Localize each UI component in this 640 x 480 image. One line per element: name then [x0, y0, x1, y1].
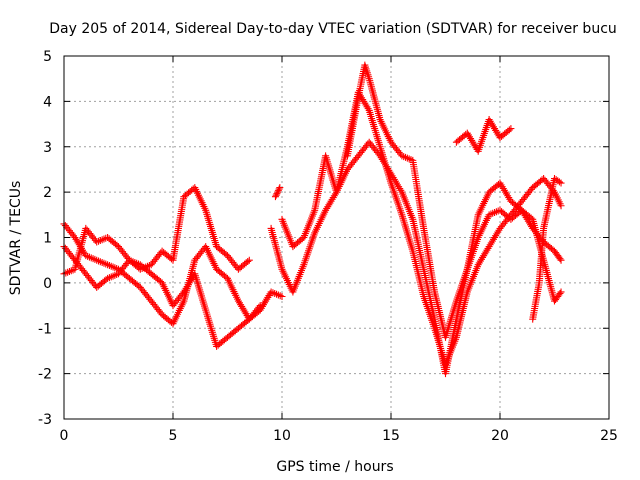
y-tick-label: 3 [43, 140, 52, 156]
plot-frame [63, 55, 610, 420]
data-point [256, 302, 264, 310]
data-point [113, 241, 121, 249]
x-axis-label: GPS time / hours [276, 459, 393, 475]
data-point [556, 289, 564, 297]
x-tick-label: 5 [169, 428, 178, 444]
series-trace-c [60, 184, 253, 291]
y-axis-label: SDTVAR / TECUs [8, 181, 24, 296]
data-point [555, 178, 563, 186]
x-tick-label: 10 [273, 428, 291, 444]
series-trace-a [60, 220, 286, 328]
grid [64, 56, 609, 419]
y-tick-label: 4 [43, 94, 52, 110]
data-point [557, 179, 565, 187]
chart-title: Day 205 of 2014, Sidereal Day-to-day VTE… [49, 21, 617, 37]
data-point [179, 290, 187, 298]
data-point [244, 257, 252, 265]
data-point [135, 282, 143, 290]
series-trace-i [271, 184, 284, 201]
y-tick-label: 5 [43, 49, 52, 65]
data-point [556, 255, 564, 263]
y-tick-label: 1 [43, 231, 52, 247]
x-tick-label: 0 [60, 428, 69, 444]
series-trace-g [452, 116, 515, 155]
data-point [557, 202, 565, 210]
y-tick-label: -2 [38, 367, 52, 383]
x-tick-label: 25 [600, 428, 618, 444]
series-trace-f [343, 61, 565, 341]
data-point [245, 256, 253, 264]
data-point [244, 316, 252, 324]
data-point [274, 187, 282, 195]
data-point [527, 185, 535, 193]
data-point [278, 292, 286, 300]
y-tick-label: -1 [38, 321, 52, 337]
y-tick-label: 0 [43, 276, 52, 292]
series-trace-h [529, 175, 565, 323]
data-point [273, 190, 281, 198]
data-point [271, 193, 279, 201]
y-tick-label: 2 [43, 185, 52, 201]
axis-ticks: 0 5 10 15 20 25 -3 -2 -1 0 1 2 3 4 5 [38, 49, 618, 444]
data-point [557, 256, 565, 264]
data-point [70, 232, 78, 240]
data-points [60, 61, 565, 378]
data-point [275, 185, 283, 193]
data-point [557, 288, 565, 296]
data-point [507, 125, 515, 133]
x-tick-label: 15 [382, 428, 400, 444]
data-point [505, 126, 513, 134]
x-tick-label: 20 [491, 428, 509, 444]
data-point [274, 188, 282, 196]
data-point [276, 184, 284, 192]
data-point [255, 303, 263, 311]
data-point [157, 309, 165, 317]
data-point [272, 191, 280, 199]
y-tick-label: -3 [38, 412, 52, 428]
data-point [222, 250, 230, 258]
